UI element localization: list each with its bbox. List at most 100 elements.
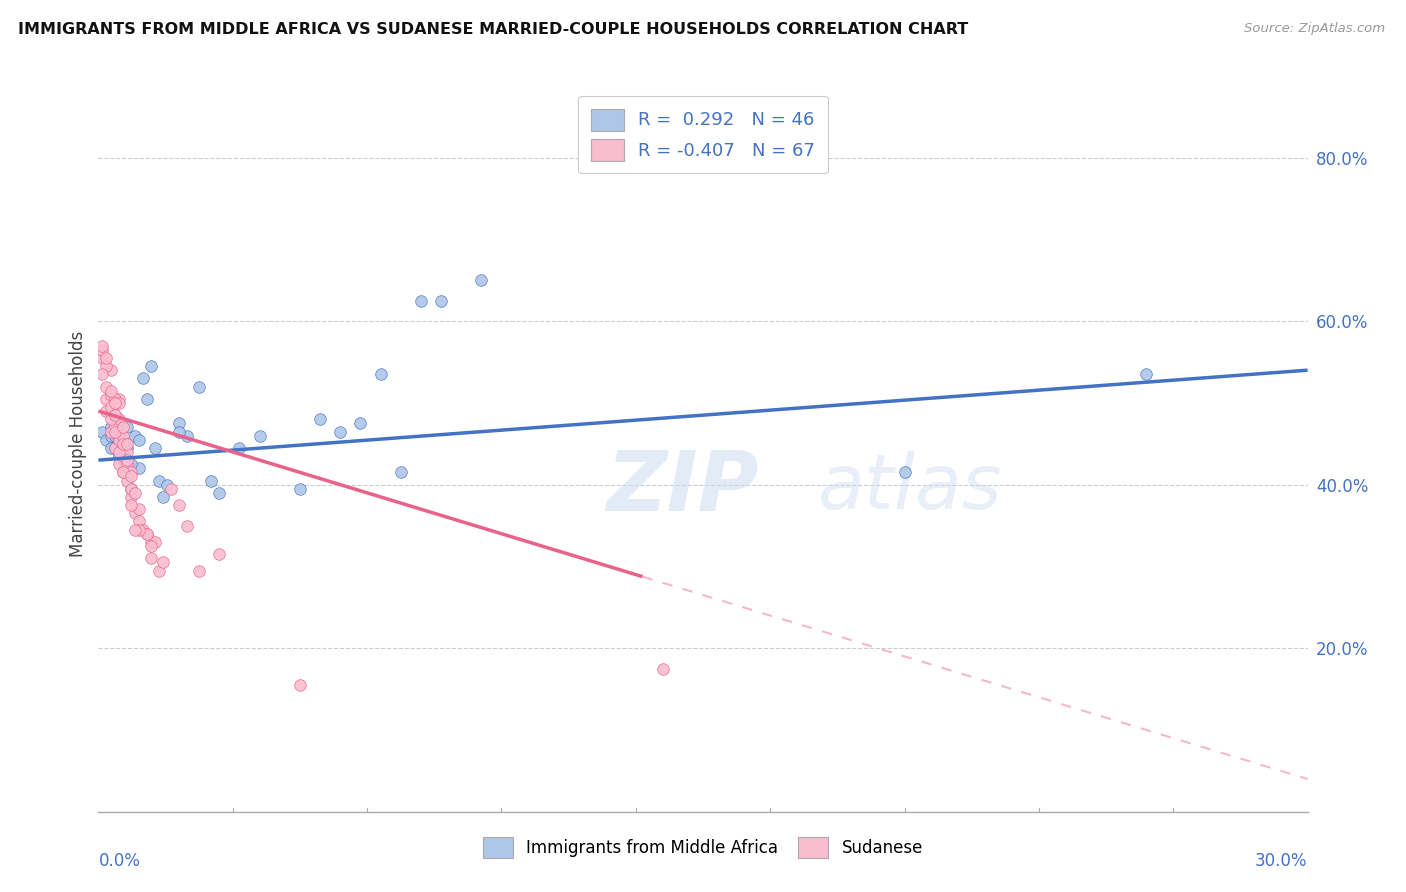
- Point: [124, 428, 146, 442]
- Point: [103, 425, 125, 439]
- Point: [111, 420, 134, 434]
- Point: [111, 466, 134, 480]
- Point: [128, 502, 150, 516]
- Point: [96, 433, 118, 447]
- Point: [288, 678, 311, 692]
- Y-axis label: Married-couple Households: Married-couple Households: [69, 331, 87, 557]
- Point: [329, 425, 352, 439]
- Point: [135, 526, 157, 541]
- Point: [91, 368, 114, 382]
- Point: [91, 343, 114, 357]
- Point: [96, 404, 118, 418]
- Point: [107, 396, 129, 410]
- Point: [120, 490, 142, 504]
- Point: [111, 453, 134, 467]
- Point: [103, 441, 125, 455]
- Point: [100, 441, 122, 455]
- Text: Source: ZipAtlas.com: Source: ZipAtlas.com: [1244, 22, 1385, 36]
- Text: 0.0%: 0.0%: [98, 852, 141, 871]
- Point: [132, 523, 155, 537]
- Point: [120, 466, 142, 480]
- Point: [176, 518, 198, 533]
- Point: [249, 428, 271, 442]
- Point: [96, 359, 118, 373]
- Point: [370, 368, 392, 382]
- Text: 30.0%: 30.0%: [1256, 852, 1308, 871]
- Point: [148, 474, 170, 488]
- Point: [91, 351, 114, 365]
- Point: [188, 379, 211, 393]
- Point: [103, 428, 125, 442]
- Point: [120, 469, 142, 483]
- Point: [135, 392, 157, 406]
- Point: [152, 490, 174, 504]
- Point: [1135, 368, 1157, 382]
- Point: [156, 477, 179, 491]
- Point: [135, 526, 157, 541]
- Point: [167, 417, 190, 431]
- Point: [139, 359, 162, 373]
- Point: [96, 379, 118, 393]
- Point: [139, 539, 162, 553]
- Point: [100, 387, 122, 401]
- Point: [115, 474, 138, 488]
- Point: [167, 498, 190, 512]
- Point: [91, 338, 114, 352]
- Point: [124, 485, 146, 500]
- Point: [139, 534, 162, 549]
- Point: [107, 449, 129, 463]
- Point: [124, 523, 146, 537]
- Point: [139, 551, 162, 566]
- Point: [470, 273, 492, 287]
- Point: [893, 466, 915, 480]
- Point: [115, 445, 138, 459]
- Point: [100, 400, 122, 414]
- Point: [176, 428, 198, 442]
- Point: [188, 564, 211, 578]
- Point: [128, 461, 150, 475]
- Point: [107, 392, 129, 406]
- Point: [128, 523, 150, 537]
- Point: [115, 420, 138, 434]
- Point: [100, 425, 122, 439]
- Point: [115, 436, 138, 450]
- Point: [288, 482, 311, 496]
- Point: [309, 412, 332, 426]
- Point: [651, 662, 673, 676]
- Point: [111, 436, 134, 450]
- Point: [128, 515, 150, 529]
- Point: [107, 425, 129, 439]
- Point: [128, 433, 150, 447]
- Point: [143, 441, 166, 455]
- Point: [107, 433, 129, 447]
- Point: [111, 449, 134, 463]
- Point: [132, 371, 155, 385]
- Point: [115, 453, 138, 467]
- Point: [120, 482, 142, 496]
- Point: [103, 417, 125, 431]
- Point: [103, 408, 125, 422]
- Point: [167, 425, 190, 439]
- Point: [103, 392, 125, 406]
- Point: [143, 534, 166, 549]
- Point: [100, 384, 122, 398]
- Point: [100, 428, 122, 442]
- Point: [430, 293, 453, 308]
- Point: [120, 498, 142, 512]
- Point: [208, 485, 231, 500]
- Point: [100, 412, 122, 426]
- Point: [148, 564, 170, 578]
- Point: [111, 466, 134, 480]
- Point: [115, 441, 138, 455]
- Point: [111, 433, 134, 447]
- Point: [103, 408, 125, 422]
- Point: [96, 392, 118, 406]
- Point: [124, 506, 146, 520]
- Point: [120, 457, 142, 471]
- Point: [107, 412, 129, 426]
- Point: [107, 433, 129, 447]
- Point: [200, 474, 222, 488]
- Point: [91, 425, 114, 439]
- Text: atlas: atlas: [818, 451, 1002, 524]
- Legend: Immigrants from Middle Africa, Sudanese: Immigrants from Middle Africa, Sudanese: [475, 829, 931, 866]
